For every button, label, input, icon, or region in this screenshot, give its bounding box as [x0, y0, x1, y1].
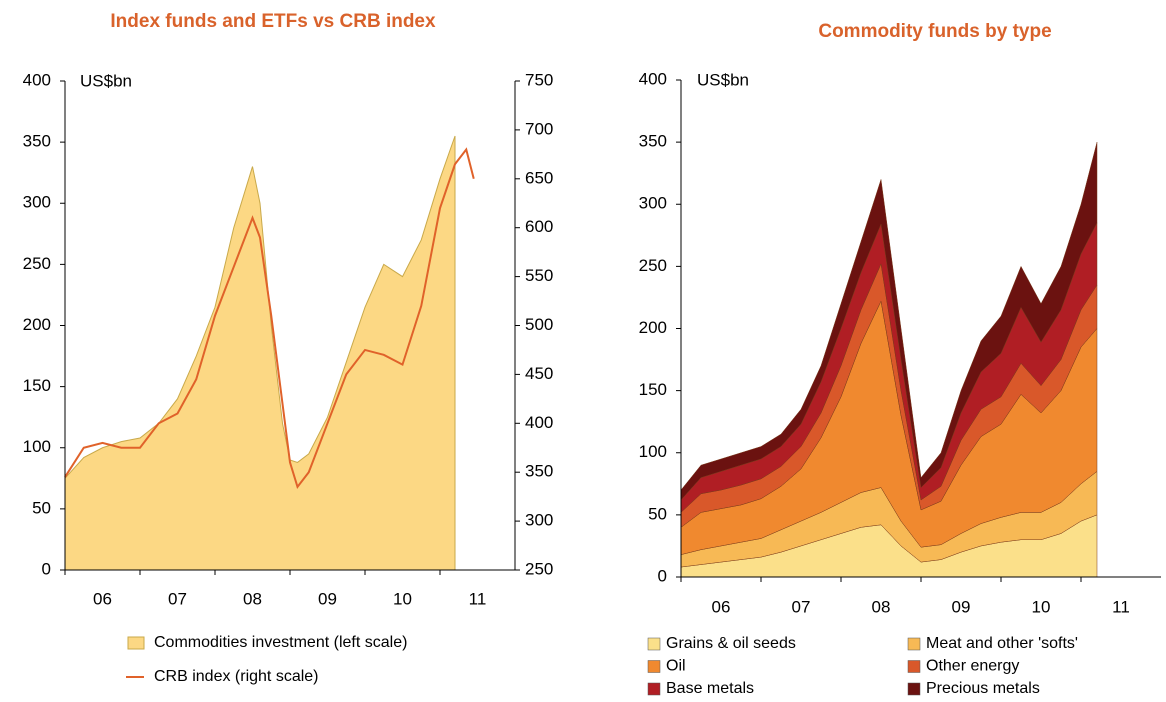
legend-swatch: [907, 660, 921, 673]
x-tick-label: 09: [952, 597, 971, 616]
legend-swatch: [127, 636, 145, 650]
y-tick-label: 50: [648, 504, 667, 523]
chart-title: Index funds and ETFs vs CRB index: [110, 11, 436, 32]
y-tick-label: 400: [639, 69, 667, 88]
y2-tick-label: 400: [525, 413, 553, 432]
y-tick-label: 350: [23, 132, 51, 151]
legend-label: CRB index (right scale): [154, 668, 319, 685]
y2-tick-label: 650: [525, 168, 553, 187]
unit-label: US$bn: [697, 70, 749, 89]
y2-tick-label: 250: [525, 559, 553, 578]
y2-tick-label: 300: [525, 511, 553, 530]
legend-swatch: [647, 682, 661, 696]
x-tick-label: 08: [243, 589, 262, 608]
area: [680, 142, 1098, 501]
legend-swatch: [647, 637, 661, 651]
y-tick-label: 0: [42, 559, 51, 578]
y2-tick-label: 600: [525, 217, 553, 236]
legend-swatch: [907, 682, 921, 696]
x-tick-label: 10: [1032, 597, 1051, 616]
legend-label: Commodities investment (left scale): [154, 634, 407, 651]
y2-tick-label: 500: [525, 315, 553, 334]
x-tick-label: 08: [872, 597, 891, 616]
x-tick-label: 06: [93, 589, 112, 608]
y-tick-label: 250: [23, 254, 51, 273]
legend-label: Other energy: [926, 658, 1019, 675]
legend-label: Precious metals: [926, 680, 1040, 697]
chart-title: Commodity funds by type: [818, 21, 1051, 42]
x-tick-label: 06: [712, 597, 731, 616]
y-tick-label: 350: [639, 132, 667, 151]
y2-tick-label: 550: [525, 266, 553, 285]
y-tick-label: 150: [639, 380, 667, 399]
y-tick-label: 50: [32, 498, 51, 517]
y-tick-label: 100: [23, 437, 51, 456]
y-tick-label: 300: [23, 193, 51, 212]
y-tick-label: 400: [23, 70, 51, 89]
x-tick-label: 11: [1112, 597, 1130, 616]
x-tick-label: 07: [168, 589, 187, 608]
line: [64, 147, 475, 490]
y-tick-label: 200: [23, 315, 51, 334]
x-tick-label: 11: [469, 589, 487, 608]
legend-swatch: [647, 660, 661, 673]
legend-label: Grains & oil seeds: [666, 635, 796, 652]
y-tick-label: 250: [639, 256, 667, 275]
x-tick-label: 10: [393, 589, 412, 608]
y-tick-label: 100: [639, 442, 667, 461]
area: [64, 135, 456, 571]
legend-label: Oil: [666, 658, 686, 675]
y2-tick-label: 750: [525, 70, 553, 89]
x-tick-label: 09: [318, 589, 337, 608]
y-tick-label: 0: [658, 566, 667, 585]
legend-label: Meat and other 'softs': [926, 635, 1078, 652]
y-tick-label: 200: [639, 318, 667, 337]
y-tick-label: 150: [23, 376, 51, 395]
x-tick-label: 07: [792, 597, 811, 616]
legend-label: Base metals: [666, 680, 754, 697]
y2-tick-label: 350: [525, 462, 553, 481]
unit-label: US$bn: [80, 71, 132, 90]
legend-swatch: [907, 637, 921, 651]
y2-tick-label: 450: [525, 364, 553, 383]
y2-tick-label: 700: [525, 119, 553, 138]
y-tick-label: 300: [639, 194, 667, 213]
